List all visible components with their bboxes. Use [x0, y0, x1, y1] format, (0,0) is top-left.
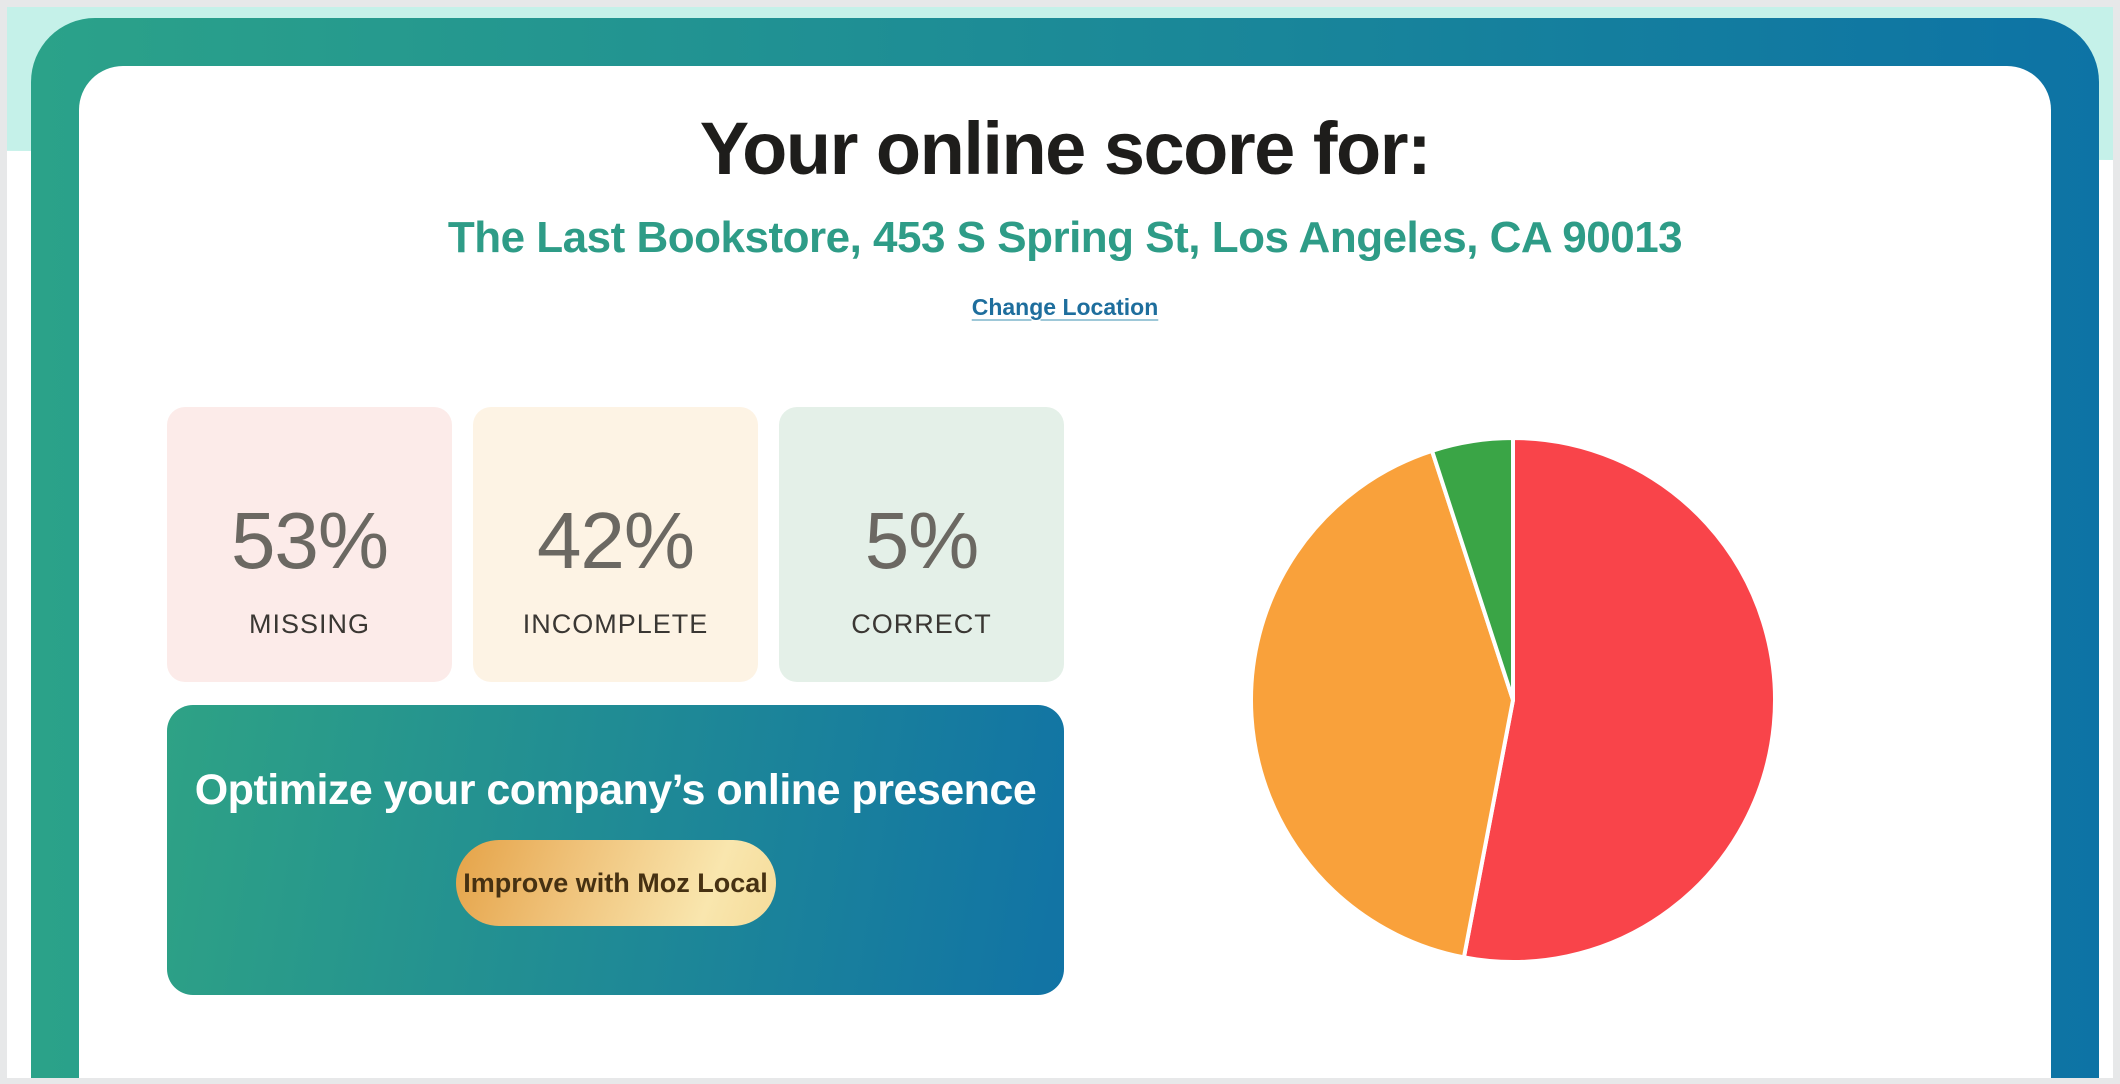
stat-card-correct: 5% CORRECT	[779, 407, 1064, 682]
score-card: Your online score for: The Last Bookstor…	[79, 66, 2051, 1078]
stat-card-incomplete: 42% INCOMPLETE	[473, 407, 758, 682]
stat-label: INCOMPLETE	[522, 609, 709, 639]
pie-slice-correct	[1430, 436, 1515, 702]
gradient-frame: Your online score for: The Last Bookstor…	[31, 18, 2099, 1078]
change-location-link[interactable]: Change Location	[971, 294, 1159, 320]
page-background: Your online score for: The Last Bookstor…	[7, 7, 2113, 1078]
stat-label: CORRECT	[851, 609, 992, 639]
improve-with-moz-local-button[interactable]: Improve with Moz Local	[455, 840, 776, 927]
pie-chart-svg	[1249, 436, 1777, 964]
cta-heading: Optimize your company’s online presence	[194, 766, 1037, 814]
score-pie-chart	[1243, 430, 1783, 970]
pie-slice-missing	[1461, 436, 1777, 964]
business-location: The Last Bookstore, 453 S Spring St, Los…	[447, 213, 1683, 262]
page-title: Your online score for:	[699, 107, 1432, 190]
stat-value: 42%	[536, 496, 695, 585]
stats-row: 53% MISSING 42% INCOMPLETE 5% CORRECT	[167, 407, 1064, 682]
stat-card-missing: 53% MISSING	[167, 407, 452, 682]
stat-value: 5%	[864, 496, 980, 585]
stat-value: 53%	[230, 496, 389, 585]
stat-label: MISSING	[248, 609, 370, 639]
cta-banner: Optimize your company’s online presence …	[167, 705, 1064, 995]
change-location-wrap: Change Location	[79, 294, 2051, 321]
pie-slice-incomplete	[1249, 448, 1515, 960]
